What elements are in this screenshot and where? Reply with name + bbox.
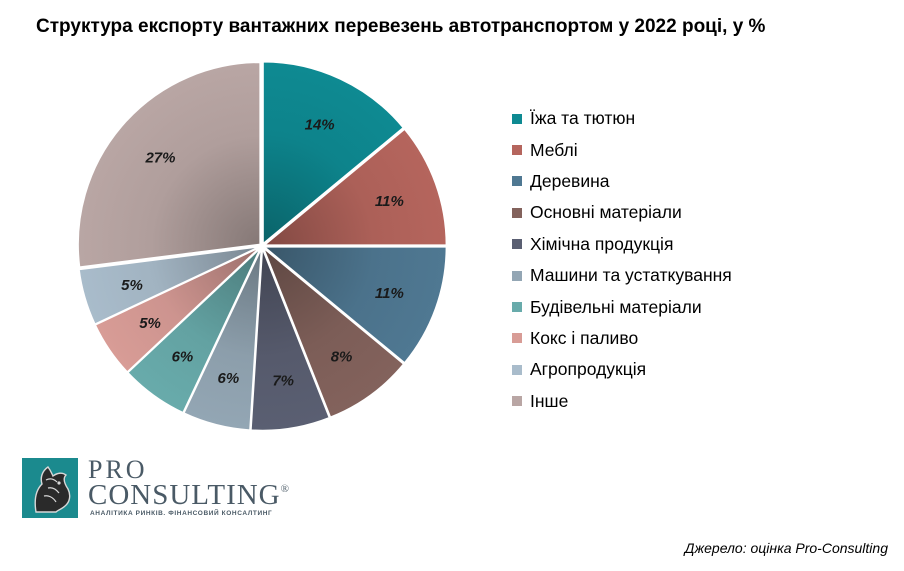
legend-swatch [512,333,522,344]
legend-label: Хімічна продукція [530,233,674,254]
pie-slice-7 [126,247,262,414]
logo-consulting-text: CONSULTING® [88,479,290,512]
legend-item-2: Меблі [512,134,732,165]
pie-slice-4 [262,247,405,419]
logo-pro-text: PRO [88,455,148,484]
legend-item-5: Хімічна продукція [512,229,732,260]
pie-slice-8 [94,246,261,374]
legend-label: Машини та устаткування [530,265,732,286]
chart-legend: Їжа та тютюн Меблі Деревина Основні матеріа… [512,103,732,417]
pie-slice-3 [262,246,448,364]
pie-slice-10 [77,61,261,268]
legend-item-1: Їжа та тютюн [512,103,732,134]
legend-label: Їжа та тютюн [530,108,636,129]
legend-label: Інше [530,390,569,411]
slice-value-label-1: 14% [305,117,335,134]
legend-swatch [512,364,522,375]
chart-title: Структура експорту вантажних перевезень … [36,16,766,37]
pie-slice-1 [262,60,405,246]
pie-slice-6 [182,248,263,431]
legend-item-7: Будівельні матеріали [512,291,732,322]
legend-swatch [512,113,522,124]
slice-value-label-3: 11% [375,285,404,302]
legend-swatch [512,207,522,218]
legend-label: Будівельні матеріали [530,296,702,317]
legend-item-6: Машини та устаткування [512,260,732,291]
legend-swatch [512,145,522,156]
legend-item-10: Інше [512,386,732,417]
legend-item-3: Деревина [512,166,732,197]
legend-label: Основні матеріали [530,202,682,223]
source-note: Джерело: оцінка Pro-Consulting [684,540,888,556]
logo-tagline: АНАЛІТИКА РИНКІВ. ФІНАНСОВИЙ КОНСАЛТИНГ [90,510,273,517]
slice-value-label-10: 27% [144,149,175,166]
legend-item-9: Агропродукція [512,354,732,385]
registered-mark: ® [280,483,290,495]
slice-value-label-5: 7% [272,373,294,390]
slice-value-label-6: 6% [217,370,239,387]
legend-swatch [512,302,522,313]
legend-swatch [512,239,522,250]
legend-item-8: Кокс і паливо [512,323,732,354]
legend-swatch [512,176,522,187]
pie-slice-2 [262,128,448,246]
slice-value-label-2: 11% [375,193,404,210]
pie-slice-9 [78,245,260,326]
legend-swatch [512,396,522,407]
legend-label: Агропродукція [530,359,647,380]
logo-consulting-word: CONSULTING [88,479,281,511]
slice-value-label-7: 6% [172,349,194,366]
legend-label: Кокс і паливо [530,327,639,348]
legend-label: Деревина [530,170,610,191]
legend-item-4: Основні матеріали [512,197,732,228]
horse-logo-icon [22,458,78,518]
slice-value-label-4: 8% [331,349,353,366]
slice-value-label-8: 5% [139,315,161,332]
slice-value-label-9: 5% [121,277,143,294]
legend-swatch [512,270,522,281]
pie-slice-5 [250,248,331,432]
legend-label: Меблі [530,139,578,160]
